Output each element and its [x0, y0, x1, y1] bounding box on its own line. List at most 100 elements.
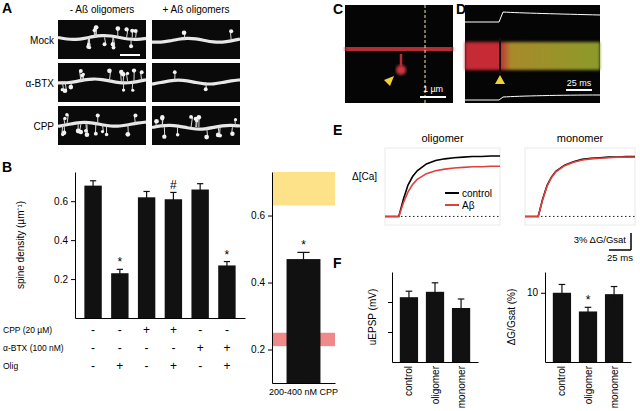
spine-head	[204, 135, 209, 140]
error-cap	[197, 183, 203, 184]
spine-head	[122, 88, 125, 91]
spine-head	[130, 29, 134, 33]
error-stem	[460, 299, 461, 317]
legend-label: Aβ	[462, 200, 475, 211]
panel-label: B	[2, 159, 12, 175]
spine-head	[204, 87, 208, 91]
legend-label: control	[462, 188, 492, 199]
tick-label: monomer	[609, 365, 620, 408]
bar	[84, 186, 101, 318]
arrowhead	[384, 76, 394, 86]
bar	[426, 292, 444, 362]
spine-head	[133, 114, 137, 118]
spine-head	[82, 73, 85, 76]
tick-mark	[388, 332, 392, 333]
error-stem	[226, 262, 227, 270]
micrograph	[152, 63, 240, 102]
condition-sign: +	[170, 323, 177, 337]
tick: 0.4	[251, 277, 272, 288]
scale-bars: 3% ΔG/Gsat 25 ms	[574, 233, 633, 263]
bar-chart: * 0.20.40.6200-400 nM CPP	[251, 172, 338, 411]
tick-label: oligomer	[430, 365, 441, 404]
range-band	[272, 172, 335, 205]
scale-label: 3% ΔG/Gsat	[574, 234, 627, 245]
tick: monomer	[609, 365, 620, 408]
spine-head	[234, 118, 237, 121]
error-cap	[559, 284, 566, 285]
spine-head	[105, 133, 108, 136]
error-bar	[406, 291, 413, 303]
spine-head	[132, 68, 136, 72]
grid-line	[525, 216, 635, 217]
bar-chart: controloligomermonomeruEPSP (mV)	[367, 273, 479, 409]
error-cap	[611, 286, 618, 287]
tick-mark	[268, 350, 272, 351]
tick-label: control	[403, 366, 414, 396]
tick: control	[403, 366, 414, 396]
spine-head	[197, 115, 202, 120]
legend-swatch	[445, 204, 459, 206]
tick-label: oligomer	[583, 365, 594, 404]
spine-head	[154, 119, 159, 124]
spine-head	[112, 46, 116, 50]
bar	[605, 294, 623, 362]
error-bar	[559, 284, 566, 301]
arrowhead	[495, 75, 505, 84]
spine-head	[94, 132, 98, 136]
spine-head	[121, 72, 126, 77]
line-chart: oligomerΔ[Ca]controlAβ	[352, 132, 500, 225]
spine-head	[96, 113, 100, 117]
condition-sign: -	[145, 341, 149, 355]
error-bar	[224, 262, 230, 270]
spine-head	[162, 135, 166, 139]
tick-label: 0.4	[251, 277, 265, 288]
condition-sign: -	[171, 341, 175, 355]
tick: 0.6	[54, 196, 75, 207]
tick	[388, 302, 392, 303]
tick-label: 10	[527, 287, 539, 298]
condition-sign: -	[145, 359, 149, 373]
bar-chart: *10controloligomermonomerΔG/Gsat (%)	[506, 273, 632, 409]
error-bar	[197, 184, 203, 196]
annotation: #	[170, 178, 177, 192]
tick: 0.4	[54, 235, 75, 246]
x-axis: 200-400 nM CPP	[269, 384, 338, 398]
condition-label: Olig	[3, 361, 18, 371]
tick-label: 0.2	[54, 274, 68, 285]
error-bar	[585, 307, 592, 315]
bar	[553, 293, 571, 362]
y-axis: 0.20.40.6	[251, 173, 272, 384]
y-axis	[388, 273, 393, 363]
condition-sign: -	[198, 323, 202, 337]
panel-label: C	[333, 1, 343, 17]
annotation: *	[118, 255, 123, 269]
tick-label: 0.4	[54, 235, 68, 246]
plot-area	[385, 156, 500, 216]
spine-head	[182, 30, 187, 35]
spine-head	[160, 115, 164, 119]
panel-label: D	[456, 1, 466, 17]
tick-mark	[71, 279, 75, 280]
dendrite	[58, 122, 146, 126]
dendrite	[345, 48, 453, 50]
spine-head	[126, 72, 129, 75]
bar	[191, 190, 208, 318]
row-label: Mock	[30, 35, 55, 46]
plot-area	[553, 284, 623, 362]
condition-sign: -	[118, 341, 122, 355]
bar	[218, 265, 235, 318]
spine-head	[125, 132, 130, 137]
condition-label: CPP (20 µM)	[3, 325, 52, 335]
error-cap	[406, 291, 413, 292]
scale-label: 25 ms	[607, 252, 633, 263]
annotation: *	[301, 238, 306, 252]
row-label: CPP	[33, 121, 54, 132]
scale-bar	[420, 96, 446, 98]
condition-sign: +	[143, 323, 150, 337]
scale-bar	[120, 54, 140, 56]
error-bar	[90, 181, 96, 191]
tick-label: 0.6	[54, 196, 68, 207]
linescan	[465, 42, 600, 70]
y-axis: 0.2 0.4 0.6	[54, 173, 75, 319]
spine-head	[116, 26, 121, 31]
